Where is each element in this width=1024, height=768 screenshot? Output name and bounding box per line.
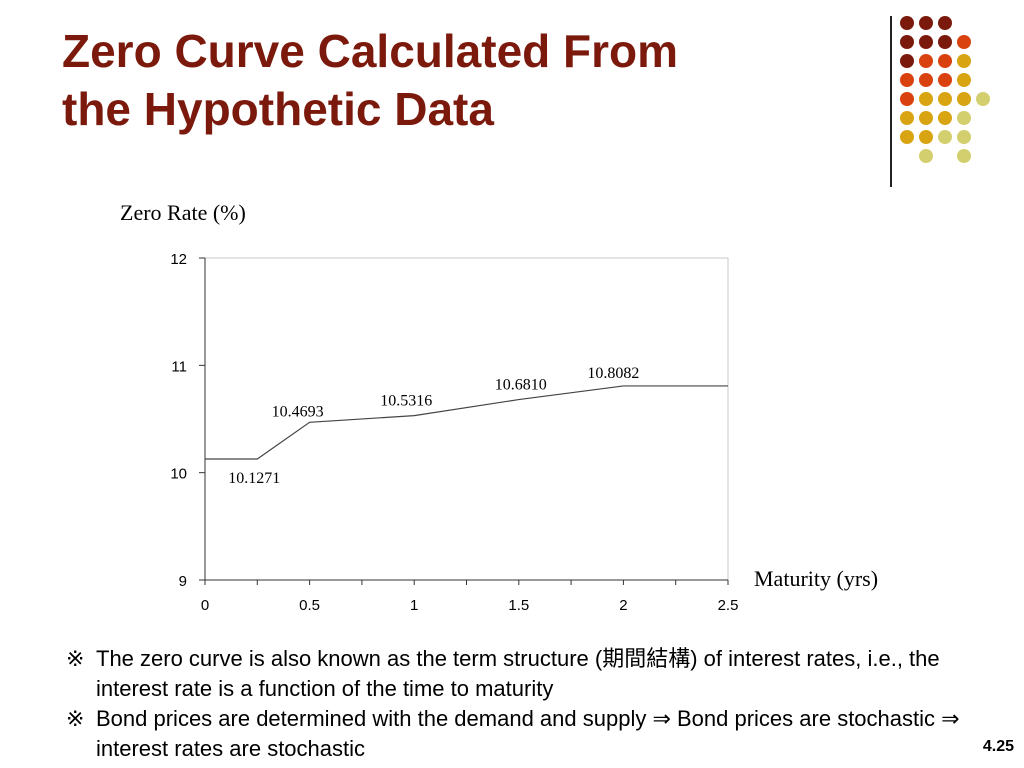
decorative-dot <box>957 73 971 87</box>
x-tick-label: 1 <box>410 597 418 614</box>
zero-curve-line <box>205 385 728 460</box>
decorative-dot <box>938 111 952 125</box>
decorative-dot <box>938 130 952 144</box>
decorative-dot <box>938 35 952 49</box>
bullet-text: Bond prices are determined with the dema… <box>96 706 960 761</box>
bullet-list: ※ The zero curve is also known as the te… <box>66 644 966 764</box>
x-axis-label: Maturity (yrs) <box>754 566 879 591</box>
decorative-dot <box>919 149 933 163</box>
decorative-dot <box>919 92 933 106</box>
bullet-mark: ※ <box>66 706 85 731</box>
y-tick-label: 11 <box>171 358 187 375</box>
decorative-dot <box>957 92 971 106</box>
data-label: 10.6810 <box>495 377 547 394</box>
decorative-dot <box>938 16 952 30</box>
x-tick-label: 2 <box>619 597 627 614</box>
decorative-dot <box>957 54 971 68</box>
bullet-item-1: ※ The zero curve is also known as the te… <box>66 644 966 704</box>
decorative-dot <box>900 130 914 144</box>
data-label: 10.1271 <box>228 470 280 487</box>
y-axis-label: Zero Rate (%) <box>120 200 246 225</box>
slide-number: 4.25 <box>982 738 1014 755</box>
decorative-dot <box>900 73 914 87</box>
decorative-dot <box>919 54 933 68</box>
data-label: 10.4693 <box>272 403 324 420</box>
decorative-dot <box>900 16 914 30</box>
decorative-dot <box>919 73 933 87</box>
decorative-dot <box>919 111 933 125</box>
bullet-item-2: ※ Bond prices are determined with the de… <box>66 704 966 764</box>
decorative-dot <box>957 149 971 163</box>
bullet-text: The zero curve is also known as the term… <box>96 646 940 701</box>
decorative-dot-grid <box>900 10 1010 170</box>
decorative-dot <box>957 35 971 49</box>
decorative-dot <box>976 92 990 106</box>
decorative-dot <box>900 92 914 106</box>
y-tick-label: 10 <box>170 466 187 483</box>
title-line-1: Zero Curve Calculated From <box>62 25 679 77</box>
decorative-dot <box>900 35 914 49</box>
decorative-dot <box>900 54 914 68</box>
decorative-dot <box>919 130 933 144</box>
bullet-mark: ※ <box>66 646 85 671</box>
decorative-dot <box>919 35 933 49</box>
x-tick-label: 2.5 <box>718 597 739 614</box>
x-tick-label: 1.5 <box>508 597 529 614</box>
data-label: 10.5316 <box>380 393 432 410</box>
x-tick-label: 0.5 <box>299 597 320 614</box>
y-tick-label: 12 <box>170 251 187 268</box>
decorative-dot <box>919 16 933 30</box>
y-tick-label: 9 <box>179 573 187 590</box>
decorative-dot <box>938 92 952 106</box>
x-tick-label: 0 <box>201 597 209 614</box>
decorative-dot <box>938 54 952 68</box>
decorative-dot <box>957 130 971 144</box>
decorative-dot <box>957 111 971 125</box>
title-line-2: the Hypothetic Data <box>62 83 494 135</box>
title-divider <box>890 16 892 187</box>
decorative-dot <box>900 111 914 125</box>
decorative-dot <box>938 73 952 87</box>
slide-title: Zero Curve Calculated From the Hypotheti… <box>62 22 842 138</box>
data-label: 10.8082 <box>587 365 639 382</box>
